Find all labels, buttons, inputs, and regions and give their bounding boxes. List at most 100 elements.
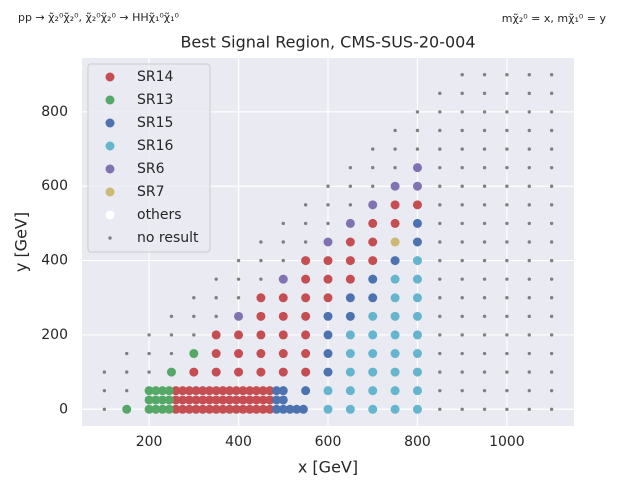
point <box>438 258 442 263</box>
point <box>301 311 311 321</box>
point <box>482 221 487 226</box>
point <box>527 388 531 393</box>
annotation: mχ̃₂⁰ = x, mχ̃₁⁰ = y <box>502 12 607 25</box>
point <box>147 370 151 374</box>
point <box>245 395 255 405</box>
point <box>158 386 168 396</box>
point <box>278 367 288 377</box>
point <box>281 240 285 244</box>
legend-label: SR13 <box>137 92 173 108</box>
point <box>368 200 378 210</box>
point <box>323 404 333 414</box>
legend-label: others <box>137 207 182 223</box>
point <box>102 388 107 393</box>
point <box>482 91 487 96</box>
point <box>204 386 214 396</box>
point <box>438 370 442 374</box>
point <box>549 165 554 170</box>
point <box>438 91 442 96</box>
point <box>505 165 509 170</box>
legend-marker <box>105 118 115 128</box>
point <box>265 395 275 405</box>
point <box>323 311 333 321</box>
point <box>438 388 442 393</box>
legend-label: no result <box>137 230 199 246</box>
point <box>438 240 442 244</box>
point <box>303 203 308 207</box>
point <box>147 351 151 356</box>
point <box>191 404 201 414</box>
point <box>549 277 554 281</box>
point <box>323 386 333 396</box>
point <box>301 330 311 340</box>
point <box>482 388 487 393</box>
point <box>281 258 285 263</box>
point <box>549 333 554 337</box>
y-tick-label: 400 <box>41 253 68 269</box>
point <box>390 200 400 210</box>
point <box>390 293 400 303</box>
point <box>251 386 261 396</box>
point <box>245 386 255 396</box>
point <box>234 311 244 321</box>
point <box>198 404 208 414</box>
point <box>460 91 464 96</box>
point <box>549 258 554 263</box>
point <box>151 404 161 414</box>
point <box>191 386 201 396</box>
point <box>527 128 531 133</box>
point <box>482 277 487 281</box>
point <box>460 258 464 263</box>
point <box>225 395 235 405</box>
legend-box <box>87 63 211 253</box>
point <box>303 221 308 226</box>
point <box>371 147 375 151</box>
point <box>231 386 241 396</box>
point <box>527 147 531 151</box>
legend-marker <box>105 72 115 82</box>
point <box>256 349 266 359</box>
point <box>412 256 422 266</box>
point <box>259 240 263 244</box>
point <box>482 314 487 319</box>
point <box>204 404 214 414</box>
point <box>292 404 302 414</box>
point <box>278 395 288 405</box>
point <box>281 221 285 226</box>
point <box>326 221 330 226</box>
point <box>164 395 174 405</box>
y-tick-label: 200 <box>41 327 68 343</box>
point <box>505 333 509 337</box>
point <box>278 293 288 303</box>
point <box>482 370 487 374</box>
point <box>390 404 400 414</box>
point <box>345 274 355 284</box>
point <box>345 404 355 414</box>
point <box>178 395 188 405</box>
point <box>390 330 400 340</box>
point <box>412 386 422 396</box>
point <box>303 240 308 244</box>
point <box>371 165 375 170</box>
point <box>214 296 218 300</box>
point <box>549 184 554 188</box>
point <box>278 386 288 396</box>
point <box>225 386 235 396</box>
point <box>438 203 442 207</box>
legend-label: SR6 <box>137 161 165 177</box>
point <box>505 314 509 319</box>
point <box>368 349 378 359</box>
point <box>323 293 333 303</box>
point <box>218 386 228 396</box>
point <box>460 165 464 170</box>
point <box>272 404 282 414</box>
point <box>438 184 442 188</box>
point <box>251 395 261 405</box>
point <box>285 404 295 414</box>
legend-label: SR15 <box>137 115 173 131</box>
point <box>368 274 378 284</box>
point <box>482 73 487 77</box>
point <box>505 407 509 411</box>
y-tick-label: 800 <box>41 104 68 120</box>
